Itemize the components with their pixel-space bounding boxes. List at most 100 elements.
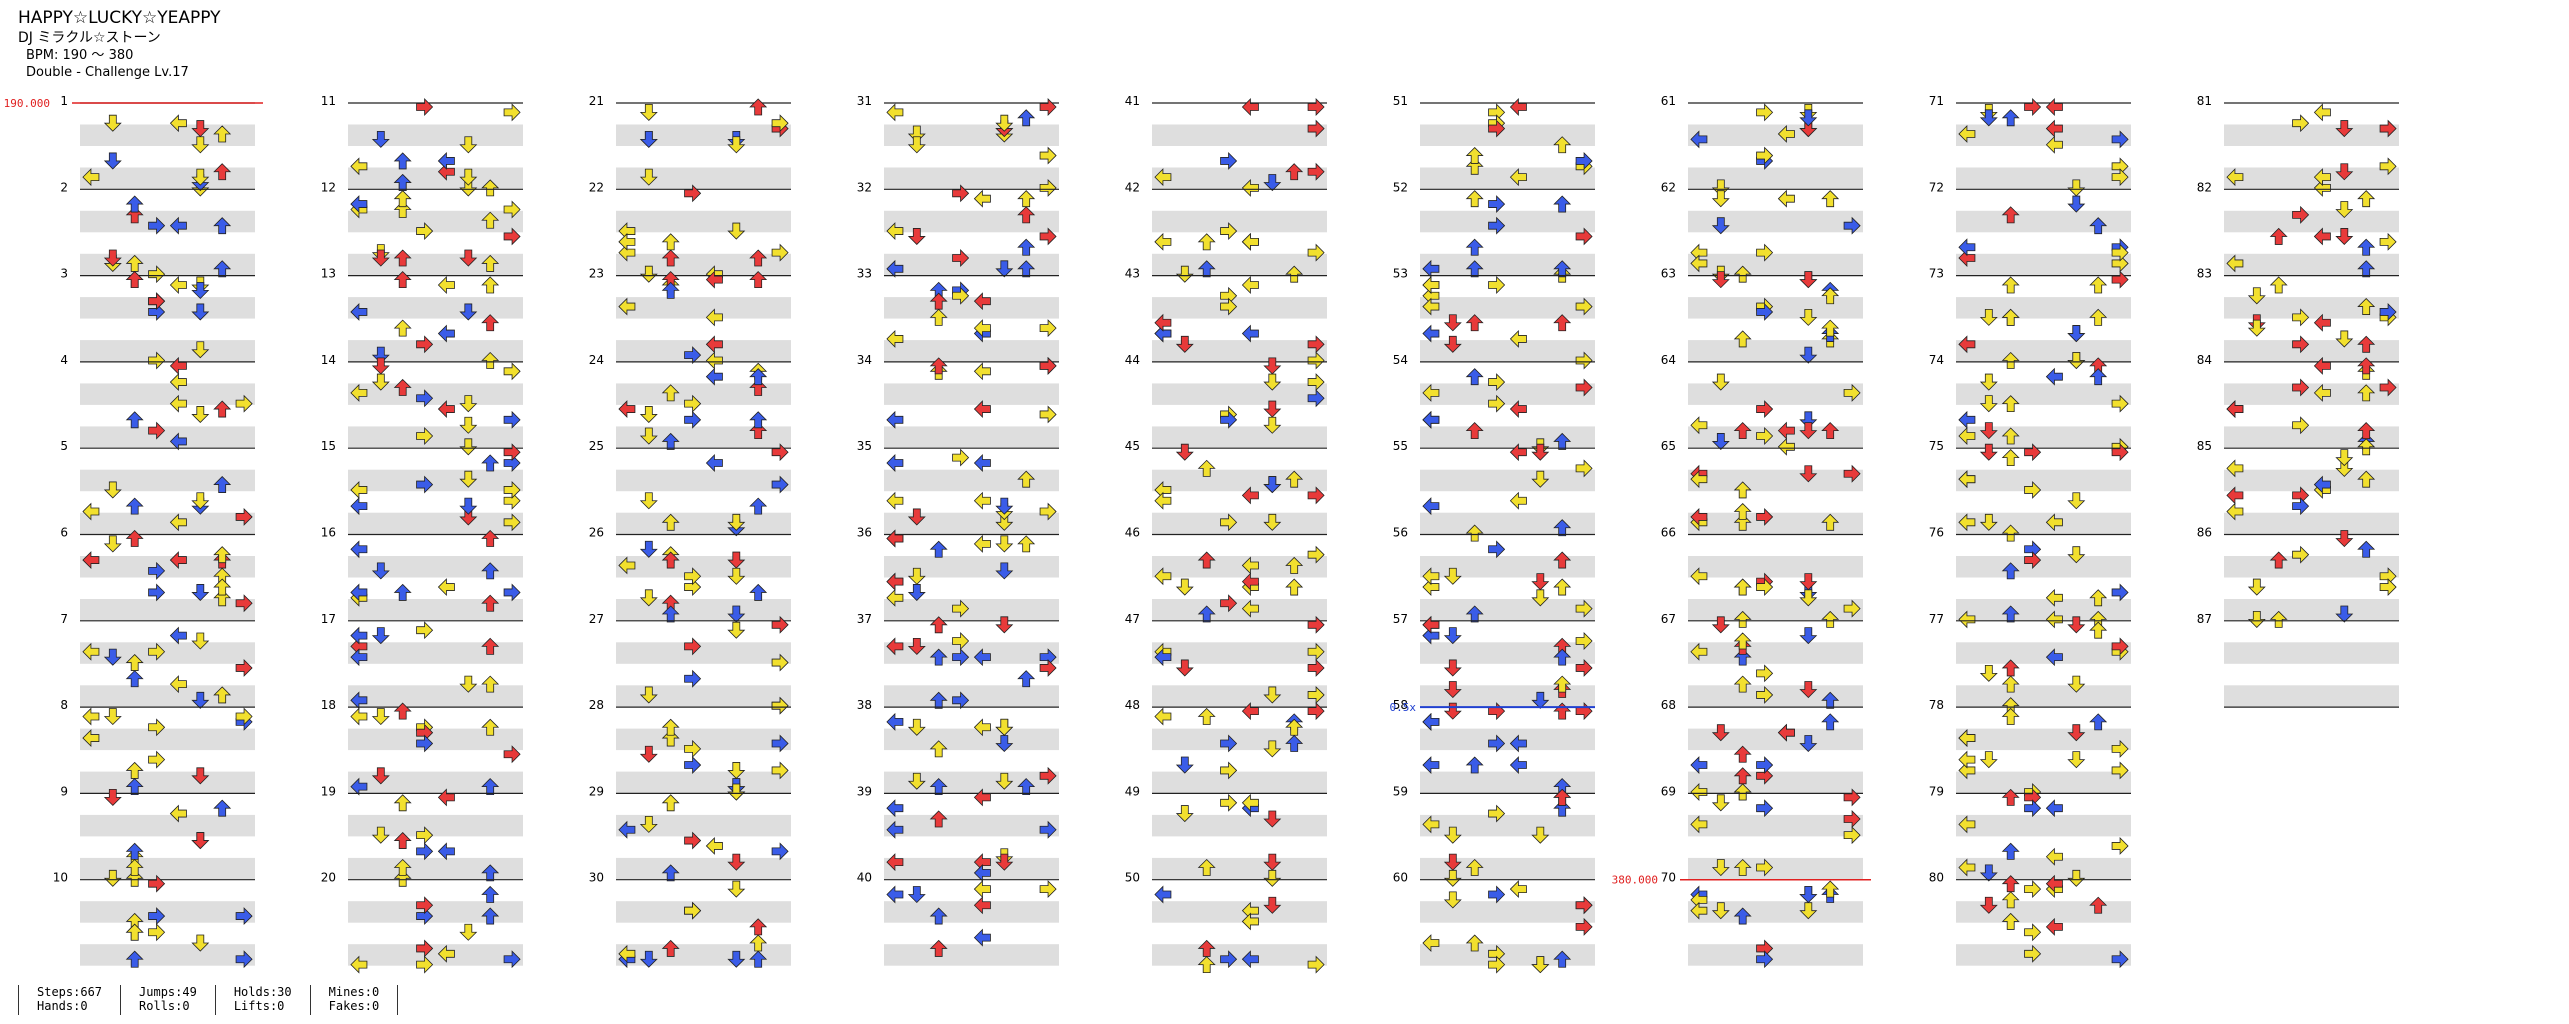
- step-arrow: [2045, 799, 2063, 818]
- beat-band: [1152, 167, 1327, 189]
- step-arrow: [1979, 373, 1998, 391]
- stat-lifts: Lifts:0: [233, 999, 285, 1013]
- step-arrow: [2269, 276, 2288, 294]
- step-arrow: [1690, 815, 1708, 834]
- step-arrow: [1711, 724, 1730, 742]
- step-arrow: [995, 718, 1014, 736]
- step-arrow: [125, 842, 144, 860]
- step-arrow: [1509, 443, 1527, 462]
- step-arrow: [661, 718, 680, 736]
- beat-band: [1688, 857, 1863, 880]
- step-arrow: [1017, 109, 1036, 127]
- step-arrow: [371, 346, 390, 364]
- step-arrow: [907, 637, 926, 655]
- step-arrow: [2045, 119, 2063, 138]
- step-arrow: [1241, 793, 1259, 812]
- step-arrow: [416, 955, 434, 974]
- step-arrow: [213, 400, 232, 418]
- step-arrow: [1553, 195, 1572, 213]
- measure-number: 56: [1393, 526, 1408, 540]
- beat-band: [1420, 512, 1595, 535]
- beat-band: [616, 469, 791, 492]
- beat-band: [1152, 599, 1327, 621]
- step-arrow: [973, 880, 991, 899]
- step-arrow: [1821, 513, 1840, 531]
- step-arrow: [459, 923, 478, 941]
- measure-number: 17: [321, 612, 336, 626]
- step-arrow: [481, 562, 500, 580]
- step-arrow: [235, 950, 253, 969]
- step-arrow: [2111, 637, 2129, 656]
- step-arrow: [1488, 276, 1506, 294]
- step-arrow: [2001, 449, 2020, 466]
- beat-band: [1152, 253, 1327, 276]
- step-arrow: [103, 869, 122, 887]
- beat-band: [1956, 253, 2131, 276]
- measure-number: 49: [1125, 784, 1140, 798]
- step-arrow: [191, 136, 210, 154]
- step-arrow: [213, 578, 232, 596]
- step-arrow: [1821, 713, 1840, 731]
- step-arrow: [459, 497, 478, 515]
- step-arrow: [1958, 610, 1976, 629]
- step-arrow: [191, 767, 210, 785]
- measure-number: 46: [1125, 526, 1140, 540]
- step-arrow: [1690, 254, 1708, 273]
- step-arrow: [1017, 778, 1036, 796]
- step-arrow: [2247, 578, 2266, 596]
- step-arrow: [771, 443, 789, 462]
- measure-number: 23: [589, 267, 604, 281]
- step-arrow: [1711, 433, 1730, 450]
- step-arrow: [2313, 103, 2331, 122]
- step-arrow: [1465, 605, 1484, 623]
- step-arrow: [2024, 551, 2042, 570]
- step-arrow: [2001, 308, 2020, 326]
- step-arrow: [1799, 346, 1818, 364]
- measure-number: 13: [321, 267, 336, 281]
- beat-band: [1420, 728, 1595, 751]
- beat-band: [80, 599, 255, 621]
- beat-band: [1152, 512, 1327, 535]
- measure-number: 27: [589, 612, 604, 626]
- step-arrow: [1575, 599, 1593, 618]
- step-arrow: [1821, 319, 1840, 337]
- step-arrow: [2357, 357, 2376, 375]
- step-arrow: [481, 254, 500, 272]
- step-arrow: [2001, 524, 2020, 542]
- step-arrow: [1958, 410, 1976, 429]
- beat-band: [884, 210, 1059, 233]
- beat-band: [80, 771, 255, 794]
- step-arrow: [481, 907, 500, 925]
- beat-band: [1688, 426, 1863, 448]
- step-arrow: [191, 492, 210, 510]
- step-arrow: [1843, 464, 1861, 483]
- step-arrow: [350, 955, 368, 974]
- step-arrow: [929, 907, 948, 925]
- step-arrow: [503, 745, 521, 764]
- step-arrow: [2313, 227, 2331, 246]
- step-arrow: [639, 589, 658, 607]
- beat-band: [884, 944, 1059, 966]
- beat-band: [1956, 124, 2131, 146]
- step-arrow: [1307, 685, 1325, 704]
- step-arrow: [459, 675, 478, 693]
- step-arrow: [393, 858, 412, 876]
- step-arrow: [1799, 422, 1818, 440]
- step-arrow: [1756, 799, 1774, 818]
- step-arrow: [1509, 168, 1527, 187]
- step-arrow: [1690, 507, 1708, 526]
- step-arrow: [1733, 610, 1752, 628]
- beat-band: [1956, 685, 2131, 707]
- step-arrow: [503, 950, 521, 969]
- beat-band: [616, 556, 791, 578]
- beat-band: [348, 253, 523, 276]
- step-arrow: [749, 422, 768, 440]
- beat-band: [884, 167, 1059, 189]
- step-arrow: [1690, 130, 1708, 149]
- step-arrow: [1575, 658, 1593, 677]
- step-arrow: [1979, 443, 1998, 461]
- step-arrow: [125, 195, 144, 213]
- step-arrow: [771, 761, 789, 780]
- step-arrow: [371, 357, 390, 375]
- step-arrow: [1307, 486, 1325, 505]
